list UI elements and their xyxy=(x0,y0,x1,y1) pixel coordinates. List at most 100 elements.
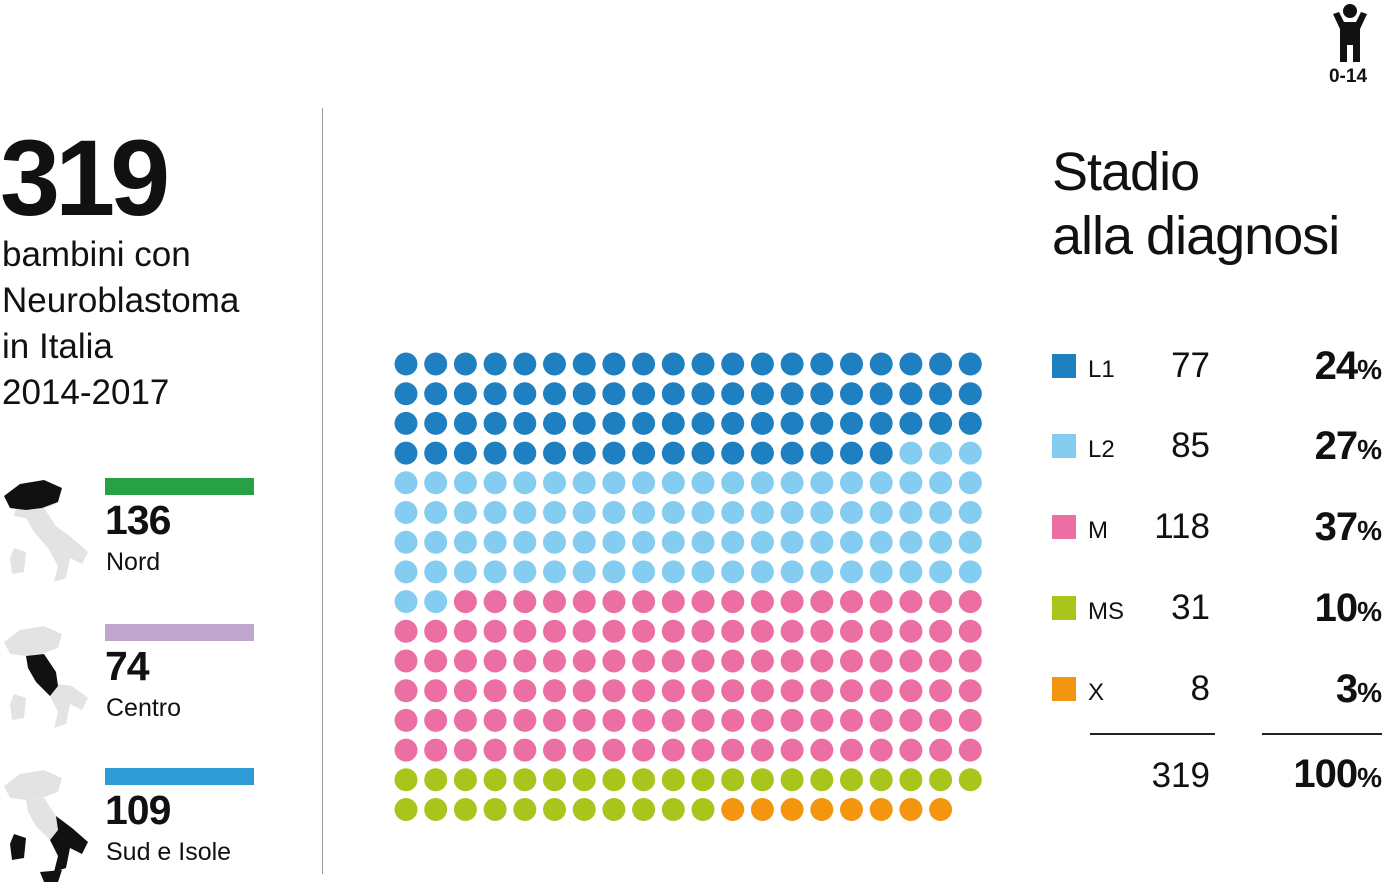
waffle-dot-m xyxy=(543,738,566,762)
waffle-dot-m xyxy=(750,679,774,703)
waffle-dot-l1 xyxy=(394,411,418,435)
waffle-dot-ms xyxy=(632,798,656,821)
waffle-dot-ms xyxy=(513,768,537,792)
waffle-dot-m xyxy=(453,679,477,703)
waffle-dot-m xyxy=(661,708,685,732)
waffle-dot-m xyxy=(691,708,715,732)
waffle-dot-l1 xyxy=(929,352,953,376)
waffle-dot-l1 xyxy=(810,352,834,376)
waffle-dot-l1 xyxy=(632,382,656,406)
waffle-dot-l2 xyxy=(899,560,923,584)
waffle-dot-m xyxy=(840,708,863,732)
waffle-dot-l2 xyxy=(780,471,804,495)
waffle-dot-l2 xyxy=(543,560,566,584)
region-name: Sud e Isole xyxy=(106,838,232,866)
waffle-dot-m xyxy=(750,619,774,643)
waffle-dot-l1 xyxy=(424,411,448,435)
region-bar xyxy=(105,768,254,785)
waffle-dot-l2 xyxy=(602,501,626,524)
waffle-dot-m xyxy=(424,738,448,762)
waffle-dot-l2 xyxy=(602,560,626,584)
waffle-dot-m xyxy=(929,649,953,673)
waffle-dot-l2 xyxy=(899,471,923,495)
legend-count: 77 xyxy=(1171,346,1210,385)
waffle-dot-l2 xyxy=(780,501,804,524)
waffle-dot-l1 xyxy=(721,352,745,376)
waffle-dot-l2 xyxy=(780,560,804,584)
waffle-dot-m xyxy=(721,590,745,614)
waffle-dot-ms xyxy=(721,768,745,792)
waffle-dot-m xyxy=(958,619,982,643)
total-count: 319 xyxy=(1151,756,1210,795)
waffle-dot-m xyxy=(572,590,596,614)
waffle-dot-l2 xyxy=(840,501,863,524)
waffle-dot-m xyxy=(691,649,715,673)
waffle-dot-m xyxy=(453,708,477,732)
child-icon xyxy=(1333,4,1367,62)
waffle-dot-l2 xyxy=(424,530,448,554)
waffle-dot-l1 xyxy=(543,441,566,465)
chart-title: Stadio alla diagnosi xyxy=(1052,140,1340,268)
waffle-dot-l2 xyxy=(632,471,656,495)
waffle-dot-l2 xyxy=(750,530,774,554)
waffle-dot-l1 xyxy=(483,352,507,376)
waffle-dot-l1 xyxy=(543,382,566,406)
waffle-dot-l1 xyxy=(394,382,418,406)
waffle-dot-m xyxy=(810,679,834,703)
waffle-dot-l1 xyxy=(840,382,863,406)
legend-swatch xyxy=(1052,596,1076,620)
waffle-dot-l1 xyxy=(750,411,774,435)
waffle-dot-m xyxy=(780,708,804,732)
waffle-dot-l1 xyxy=(840,352,863,376)
waffle-dot-l2 xyxy=(810,530,834,554)
waffle-dot-m xyxy=(661,738,685,762)
waffle-dot-l2 xyxy=(899,501,923,524)
waffle-dot-m xyxy=(483,708,507,732)
waffle-dot-m xyxy=(958,679,982,703)
waffle-dot-ms xyxy=(691,798,715,821)
waffle-dot-m xyxy=(632,619,656,643)
waffle-dot-m xyxy=(543,590,566,614)
waffle-dot-m xyxy=(543,649,566,673)
legend-row-m: M 118 37% xyxy=(1052,501,1382,551)
waffle-dot-l1 xyxy=(483,441,507,465)
waffle-dot-l1 xyxy=(394,441,418,465)
waffle-dot-m xyxy=(572,738,596,762)
waffle-dot-l2 xyxy=(424,501,448,524)
waffle-dot-l2 xyxy=(572,471,596,495)
waffle-dot-m xyxy=(721,679,745,703)
waffle-dot-l1 xyxy=(513,352,537,376)
waffle-dot-l1 xyxy=(721,411,745,435)
waffle-dot-ms xyxy=(750,768,774,792)
waffle-dot-l2 xyxy=(483,530,507,554)
region-count: 74 xyxy=(105,643,150,689)
waffle-dot-l2 xyxy=(661,530,685,554)
description-line: 2014-2017 xyxy=(2,373,170,412)
waffle-dot-l2 xyxy=(929,530,953,554)
waffle-dot-l1 xyxy=(661,411,685,435)
waffle-dot-l1 xyxy=(572,411,596,435)
waffle-dot-l2 xyxy=(721,471,745,495)
legend-count: 31 xyxy=(1171,588,1210,627)
waffle-dot-m xyxy=(929,590,953,614)
waffle-dot-l2 xyxy=(929,441,953,465)
waffle-dot-l2 xyxy=(869,560,893,584)
waffle-dot-l1 xyxy=(513,382,537,406)
legend-percent: 10% xyxy=(1314,586,1382,630)
waffle-dot-m xyxy=(602,708,626,732)
waffle-dot-m xyxy=(632,649,656,673)
region-count: 109 xyxy=(105,787,171,833)
waffle-dot-ms xyxy=(780,768,804,792)
age-group-label: 0-14 xyxy=(1328,66,1368,87)
waffle-dot-l1 xyxy=(899,411,923,435)
waffle-dot-l1 xyxy=(483,411,507,435)
waffle-dot-m xyxy=(721,619,745,643)
waffle-dot-m xyxy=(780,738,804,762)
waffle-dot-m xyxy=(869,590,893,614)
waffle-dot-l1 xyxy=(632,441,656,465)
waffle-dot-m xyxy=(632,590,656,614)
waffle-dot-l2 xyxy=(453,560,477,584)
waffle-dot-l1 xyxy=(750,352,774,376)
waffle-dot-m xyxy=(958,738,982,762)
waffle-dot-l1 xyxy=(869,411,893,435)
